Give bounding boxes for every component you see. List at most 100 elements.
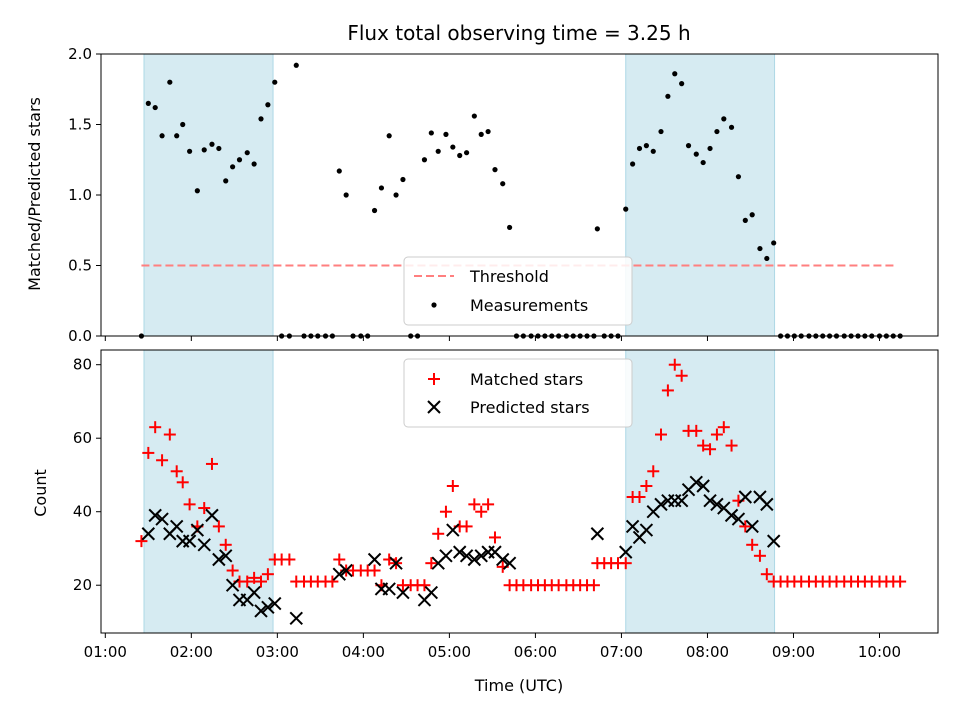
x-tick-label: 05:00 [428, 643, 471, 661]
measurement-point [428, 130, 434, 136]
predicted-star-marker [760, 497, 774, 512]
measurement-point [707, 145, 713, 152]
measurement-point [630, 161, 636, 167]
measurement-point [757, 245, 763, 252]
measurement-point [293, 62, 299, 68]
measurement-point [435, 148, 441, 154]
predicted-star-marker [141, 527, 156, 541]
measurement-point [393, 192, 399, 198]
measurement-point [735, 174, 742, 180]
predicted-star-marker [654, 497, 668, 512]
measurement-point [201, 147, 207, 153]
measurement-point [180, 121, 186, 128]
legend-threshold-label: Threshold [469, 267, 549, 286]
top-x-ticks [104, 336, 881, 341]
matched-star-marker [135, 535, 148, 548]
x-tick-label: 01:00 [84, 643, 127, 661]
measurement-point [159, 133, 165, 139]
matched-star-marker [241, 575, 254, 588]
x-tick-label: 08:00 [686, 643, 729, 661]
measurement-point [230, 164, 236, 170]
predicted-star-marker [689, 475, 703, 490]
matched-star-marker [725, 439, 738, 452]
predicted-star-marker [261, 600, 275, 614]
measurement-point [457, 152, 463, 159]
matched-star-marker [460, 520, 473, 533]
measurement-point [174, 133, 180, 139]
predicted-star-marker [396, 585, 410, 600]
predicted-star-marker [453, 545, 467, 559]
measurement-point [478, 131, 484, 137]
matched-star-marker [468, 498, 481, 511]
matched-star-marker [163, 428, 176, 441]
measurement-point [594, 226, 600, 232]
matched-star-marker [176, 476, 189, 489]
bottom-y-ticks: 20 40 60 80 [73, 356, 101, 594]
matched-star-marker [432, 527, 445, 540]
measurement-point [721, 116, 727, 122]
matched-star-marker [219, 538, 232, 551]
predicted-star-marker [766, 534, 781, 548]
shaded-interval [625, 349, 776, 634]
measurement-point [236, 157, 243, 163]
measurement-point [187, 148, 193, 154]
x-tick-label: 03:00 [256, 643, 299, 661]
bottom-axes-frame [100, 349, 939, 634]
top-legend: Threshold Measurements [403, 256, 633, 326]
measurement-point [343, 192, 349, 198]
matched-star-marker [668, 358, 681, 371]
matched-star-marker [170, 465, 183, 478]
matched-star-marker [439, 505, 452, 518]
measurement-point [258, 116, 264, 122]
predicted-star-marker [182, 534, 197, 548]
matched-star-marker [633, 491, 646, 504]
legend-matched-swatch [428, 373, 440, 385]
bottom-y-axis-label: Count [31, 469, 50, 517]
measurement-point [336, 168, 342, 174]
matched-star-marker [482, 498, 495, 511]
y-tick-label: 40 [73, 503, 92, 521]
measurement-point [749, 212, 755, 218]
x-tick-label: 07:00 [600, 643, 643, 661]
predicted-star-marker [467, 552, 482, 567]
matched-star-marker [704, 443, 717, 456]
measurement-point [685, 143, 692, 149]
measurement-point [209, 141, 215, 147]
measurement-point [152, 104, 158, 111]
predicted-star-marker [289, 611, 303, 626]
predicted-star-marker [446, 523, 460, 537]
measurement-point [421, 157, 428, 163]
predicted-star-marker [389, 556, 403, 570]
predicted-star-marker [590, 527, 605, 541]
predicted-star-marker [731, 512, 746, 526]
legend-predicted-label: Predicted stars [470, 398, 590, 417]
measurement-point [251, 161, 257, 167]
matched-star-marker [326, 575, 339, 588]
predicted-star-marker [724, 508, 739, 523]
predicted-star-marker [459, 549, 474, 563]
matched-star-marker [697, 439, 710, 452]
bottom-legend-box [403, 358, 633, 428]
predicted-star-marker [205, 508, 219, 523]
matched-star-marker [283, 553, 296, 566]
measurement-point [450, 144, 456, 150]
top-y-axis-label: Matched/Predicted stars [25, 97, 44, 291]
matched-star-marker [226, 564, 239, 577]
matched-star-marker [760, 568, 773, 581]
top-y-ticks: 0.0 0.5 1.0 1.5 2.0 [68, 45, 101, 345]
predicted-star-marker [219, 549, 233, 563]
matched-star-marker [661, 384, 674, 397]
y-tick-label: 1.5 [68, 116, 92, 134]
predicted-star-marker [474, 549, 488, 563]
matched-star-marker [333, 553, 346, 566]
chart-title: Flux total observing time = 3.25 h [347, 21, 690, 45]
measurement-point [194, 188, 200, 194]
matched-star-marker [710, 428, 723, 441]
matched-star-marker [655, 428, 668, 441]
matched-star-marker [255, 575, 268, 588]
measurement-point [443, 131, 449, 137]
top-panel: 0.0 0.5 1.0 1.5 2.0 Flux total observing tim… [25, 21, 939, 345]
measurement-point [378, 185, 385, 191]
